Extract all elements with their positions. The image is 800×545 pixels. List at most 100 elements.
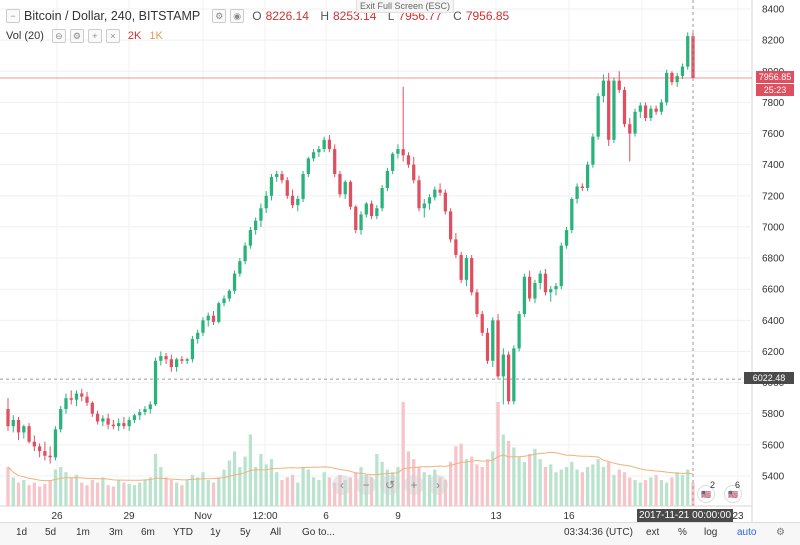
candle-body [554, 286, 558, 290]
range-3m-button[interactable]: 3m [109, 527, 123, 538]
volume-bar [649, 477, 653, 506]
settings-icon[interactable]: ⚙ [212, 9, 227, 23]
candle-body [322, 139, 326, 150]
range-ytd-button[interactable]: YTD [173, 527, 193, 538]
timezone-button[interactable]: 03:34:36 (UTC) [564, 527, 633, 538]
candle-body [53, 429, 58, 458]
candle-body [564, 230, 569, 246]
candle-body [512, 348, 516, 402]
symbol-title[interactable]: Bitcoin / Dollar, 240, BITSTAMP [24, 9, 201, 23]
scroll-right-icon[interactable]: › [428, 475, 448, 495]
candle-body [327, 139, 332, 150]
candle-body [628, 124, 632, 134]
volume-bar [80, 482, 84, 506]
x-tick-label: 23 [732, 511, 744, 522]
candle-body [153, 360, 158, 405]
collapse-volume-icon[interactable]: ⊖ [51, 29, 66, 43]
volume-add-icon[interactable]: + [87, 29, 102, 43]
range-1d-button[interactable]: 1d [16, 527, 28, 538]
us-flag-icon[interactable]: 🇺🇸 [697, 485, 715, 503]
zoom-in-icon[interactable]: + [404, 475, 424, 495]
candle-body [174, 359, 179, 368]
volume-bar [190, 474, 195, 506]
candle-body [680, 66, 685, 76]
candle-body [612, 80, 616, 140]
visibility-icon[interactable]: ◉ [230, 9, 245, 23]
candle-body [691, 36, 695, 78]
volume-bar [201, 472, 205, 506]
log-scale-button[interactable]: log [704, 527, 718, 538]
range-all-button[interactable]: All [270, 527, 282, 538]
volume-bar [322, 472, 326, 506]
volume-legend: Vol (20) ⊖ ⚙ + × 2K 1K [6, 29, 163, 43]
scroll-left-icon[interactable]: ‹ [332, 475, 352, 495]
volume-bar [585, 467, 590, 506]
range-1y-button[interactable]: 1y [210, 527, 221, 538]
y-tick-label: 6600 [762, 285, 785, 296]
candle-body [375, 208, 379, 217]
volume-bar [327, 477, 332, 506]
volume-bar [127, 483, 131, 506]
candle-body [211, 315, 216, 322]
candle-body [506, 354, 511, 402]
range-1m-button[interactable]: 1m [76, 527, 90, 538]
candle-body [675, 75, 679, 83]
range-5d-button[interactable]: 5d [45, 527, 57, 538]
y-tick-label: 5400 [762, 472, 785, 483]
candle-body [95, 413, 100, 422]
collapse-legend-icon[interactable]: − [6, 9, 20, 23]
candle-body [533, 282, 537, 299]
volume-bar [628, 477, 632, 506]
candle-body [354, 206, 358, 231]
volume-bar [164, 477, 168, 506]
volume-bar [85, 485, 89, 506]
crosshair-price-tag: 6022.48 [744, 372, 794, 384]
close-value: C 7956.85 [453, 9, 510, 23]
us-flag-icon[interactable]: 🇺🇸 [724, 485, 742, 503]
range-5y-button[interactable]: 5y [240, 527, 251, 538]
volume-bar [169, 480, 173, 506]
candle-body [464, 258, 469, 280]
y-tick-label: 6200 [762, 347, 785, 358]
volume-bar [375, 454, 379, 506]
volume-remove-icon[interactable]: × [105, 29, 120, 43]
auto-scale-button[interactable]: auto [737, 527, 757, 538]
candle-body [64, 398, 68, 410]
candle-body [380, 188, 384, 209]
volume-bar [317, 480, 321, 506]
x-tick-label: 6 [323, 511, 329, 522]
reset-icon[interactable]: ↺ [380, 475, 400, 495]
volume-bar [259, 454, 263, 506]
chart-settings-icon[interactable]: ⚙ [776, 527, 785, 538]
volume-bar [354, 472, 358, 506]
volume-bar [575, 469, 579, 506]
zoom-out-icon[interactable]: − [356, 475, 376, 495]
volume-bar [101, 477, 105, 506]
volume-bar [633, 480, 637, 506]
volume-bar [559, 469, 563, 506]
volume-bar [185, 480, 189, 506]
y-tick-label: 8200 [762, 36, 785, 47]
candle-body [69, 398, 73, 400]
candle-body [169, 359, 173, 368]
x-tick-label: 13 [490, 511, 502, 522]
ohlc-values: O 8226.14 H 8253.14 L 7956.77 C 7956.85 [252, 9, 517, 23]
percent-scale-button[interactable]: % [678, 527, 687, 538]
candle-body [16, 419, 21, 433]
candle-body [101, 418, 105, 422]
candle-body [654, 108, 658, 112]
volume-bar [443, 480, 447, 506]
volume-bar [174, 482, 179, 506]
volume-value-1: 2K [127, 30, 142, 42]
volume-label[interactable]: Vol (20) [6, 30, 44, 42]
volume-bar [143, 480, 147, 506]
range-6m-button[interactable]: 6m [141, 527, 155, 538]
volume-bar [543, 467, 548, 506]
goto-date-button[interactable]: Go to... [302, 527, 335, 538]
volume-bar [612, 474, 616, 506]
volume-bar [196, 477, 200, 506]
volume-settings-icon[interactable]: ⚙ [69, 29, 84, 43]
extended-hours-button[interactable]: ext [646, 527, 660, 538]
exit-fullscreen-button[interactable]: Exit Full Screen (ESC) [356, 0, 454, 13]
